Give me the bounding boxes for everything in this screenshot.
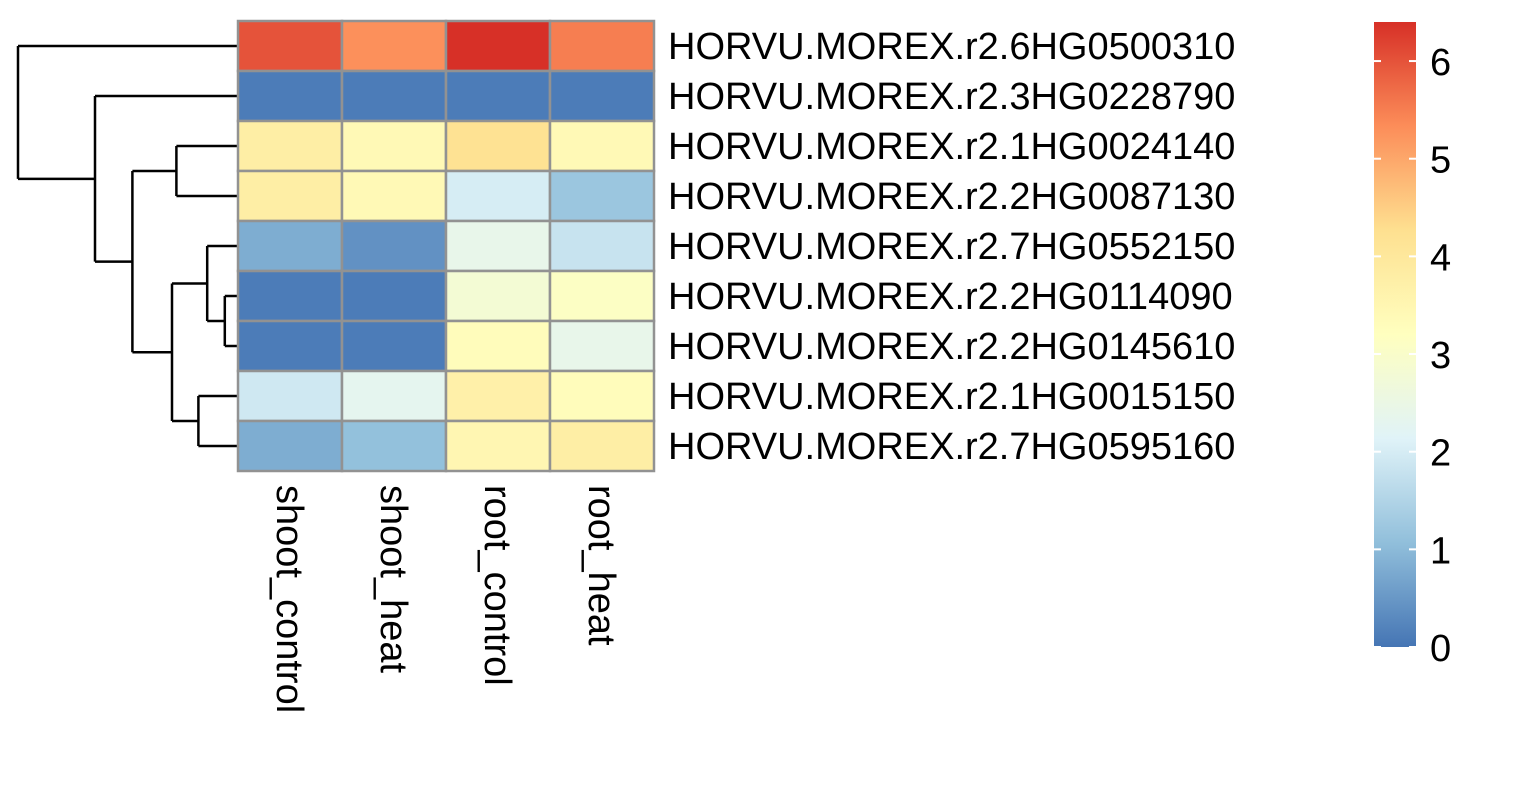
heatmap-cell bbox=[340, 369, 448, 423]
colorbar-tick-label: 5 bbox=[1430, 140, 1451, 182]
column-label: root_heat bbox=[580, 485, 622, 646]
row-label: HORVU.MOREX.r2.6HG0500310 bbox=[668, 26, 1235, 68]
heatmap-cell bbox=[548, 69, 656, 123]
heatmap-cell bbox=[236, 69, 344, 123]
row-label: HORVU.MOREX.r2.1HG0015150 bbox=[668, 376, 1235, 418]
column-label: shoot_heat bbox=[372, 485, 414, 673]
heatmap-cells bbox=[236, 19, 656, 473]
row-label: HORVU.MOREX.r2.3HG0228790 bbox=[668, 76, 1235, 118]
heatmap-cell bbox=[236, 419, 344, 473]
heatmap-cell bbox=[236, 19, 344, 73]
row-label: HORVU.MOREX.r2.2HG0114090 bbox=[668, 276, 1233, 318]
colorbar-gradient bbox=[1374, 22, 1416, 647]
heatmap-cell bbox=[340, 269, 448, 323]
heatmap-cell bbox=[548, 19, 656, 73]
heatmap-cell bbox=[340, 19, 448, 73]
heatmap-cell bbox=[340, 169, 448, 223]
row-dendrogram bbox=[16, 44, 238, 448]
heatmap-cell bbox=[444, 19, 552, 73]
heatmap-cell bbox=[444, 269, 552, 323]
row-label: HORVU.MOREX.r2.1HG0024140 bbox=[668, 126, 1235, 168]
color-legend: 0 1 2 3 4 5 6 bbox=[1374, 22, 1451, 670]
colorbar-tick-label: 0 bbox=[1430, 628, 1451, 670]
heatmap-cell bbox=[548, 419, 656, 473]
heatmap-cell bbox=[340, 319, 448, 373]
heatmap-cell bbox=[444, 219, 552, 273]
column-labels: shoot_control shoot_heat root_control root_… bbox=[268, 485, 622, 713]
heatmap-cell bbox=[340, 119, 448, 173]
heatmap-cell bbox=[236, 269, 344, 323]
row-label: HORVU.MOREX.r2.2HG0145610 bbox=[668, 326, 1235, 368]
heatmap-cell bbox=[444, 119, 552, 173]
heatmap-cell bbox=[236, 319, 344, 373]
heatmap-cell bbox=[444, 419, 552, 473]
heatmap-cell bbox=[444, 69, 552, 123]
row-labels: HORVU.MOREX.r2.6HG0500310 HORVU.MOREX.r2.… bbox=[668, 26, 1235, 468]
heatmap-cell bbox=[548, 169, 656, 223]
heatmap-cell bbox=[548, 369, 656, 423]
column-label: shoot_control bbox=[268, 485, 310, 713]
heatmap-cell bbox=[236, 369, 344, 423]
heatmap-cell bbox=[548, 269, 656, 323]
heatmap-cell bbox=[236, 119, 344, 173]
row-label: HORVU.MOREX.r2.7HG0552150 bbox=[668, 226, 1235, 268]
row-label: HORVU.MOREX.r2.2HG0087130 bbox=[668, 176, 1235, 218]
row-label: HORVU.MOREX.r2.7HG0595160 bbox=[668, 426, 1235, 468]
column-label: root_control bbox=[476, 485, 518, 686]
heatmap-cell bbox=[340, 219, 448, 273]
heatmap-cell bbox=[548, 119, 656, 173]
heatmap-cell bbox=[444, 369, 552, 423]
colorbar-tick-label: 4 bbox=[1430, 237, 1451, 279]
colorbar-tick-label: 2 bbox=[1430, 433, 1451, 475]
heatmap-cell bbox=[548, 319, 656, 373]
heatmap-cell bbox=[340, 419, 448, 473]
colorbar-tick-label: 6 bbox=[1430, 42, 1451, 84]
heatmap-cell bbox=[444, 169, 552, 223]
heatmap-cell bbox=[444, 319, 552, 373]
heatmap-cell bbox=[236, 169, 344, 223]
colorbar-tick-label: 1 bbox=[1430, 530, 1451, 572]
colorbar-tick-labels: 0 1 2 3 4 5 6 bbox=[1374, 42, 1451, 670]
heatmap-cell bbox=[236, 219, 344, 273]
heatmap-cell bbox=[340, 69, 448, 123]
heatmap-cell bbox=[548, 219, 656, 273]
colorbar-tick-label: 3 bbox=[1430, 335, 1451, 377]
